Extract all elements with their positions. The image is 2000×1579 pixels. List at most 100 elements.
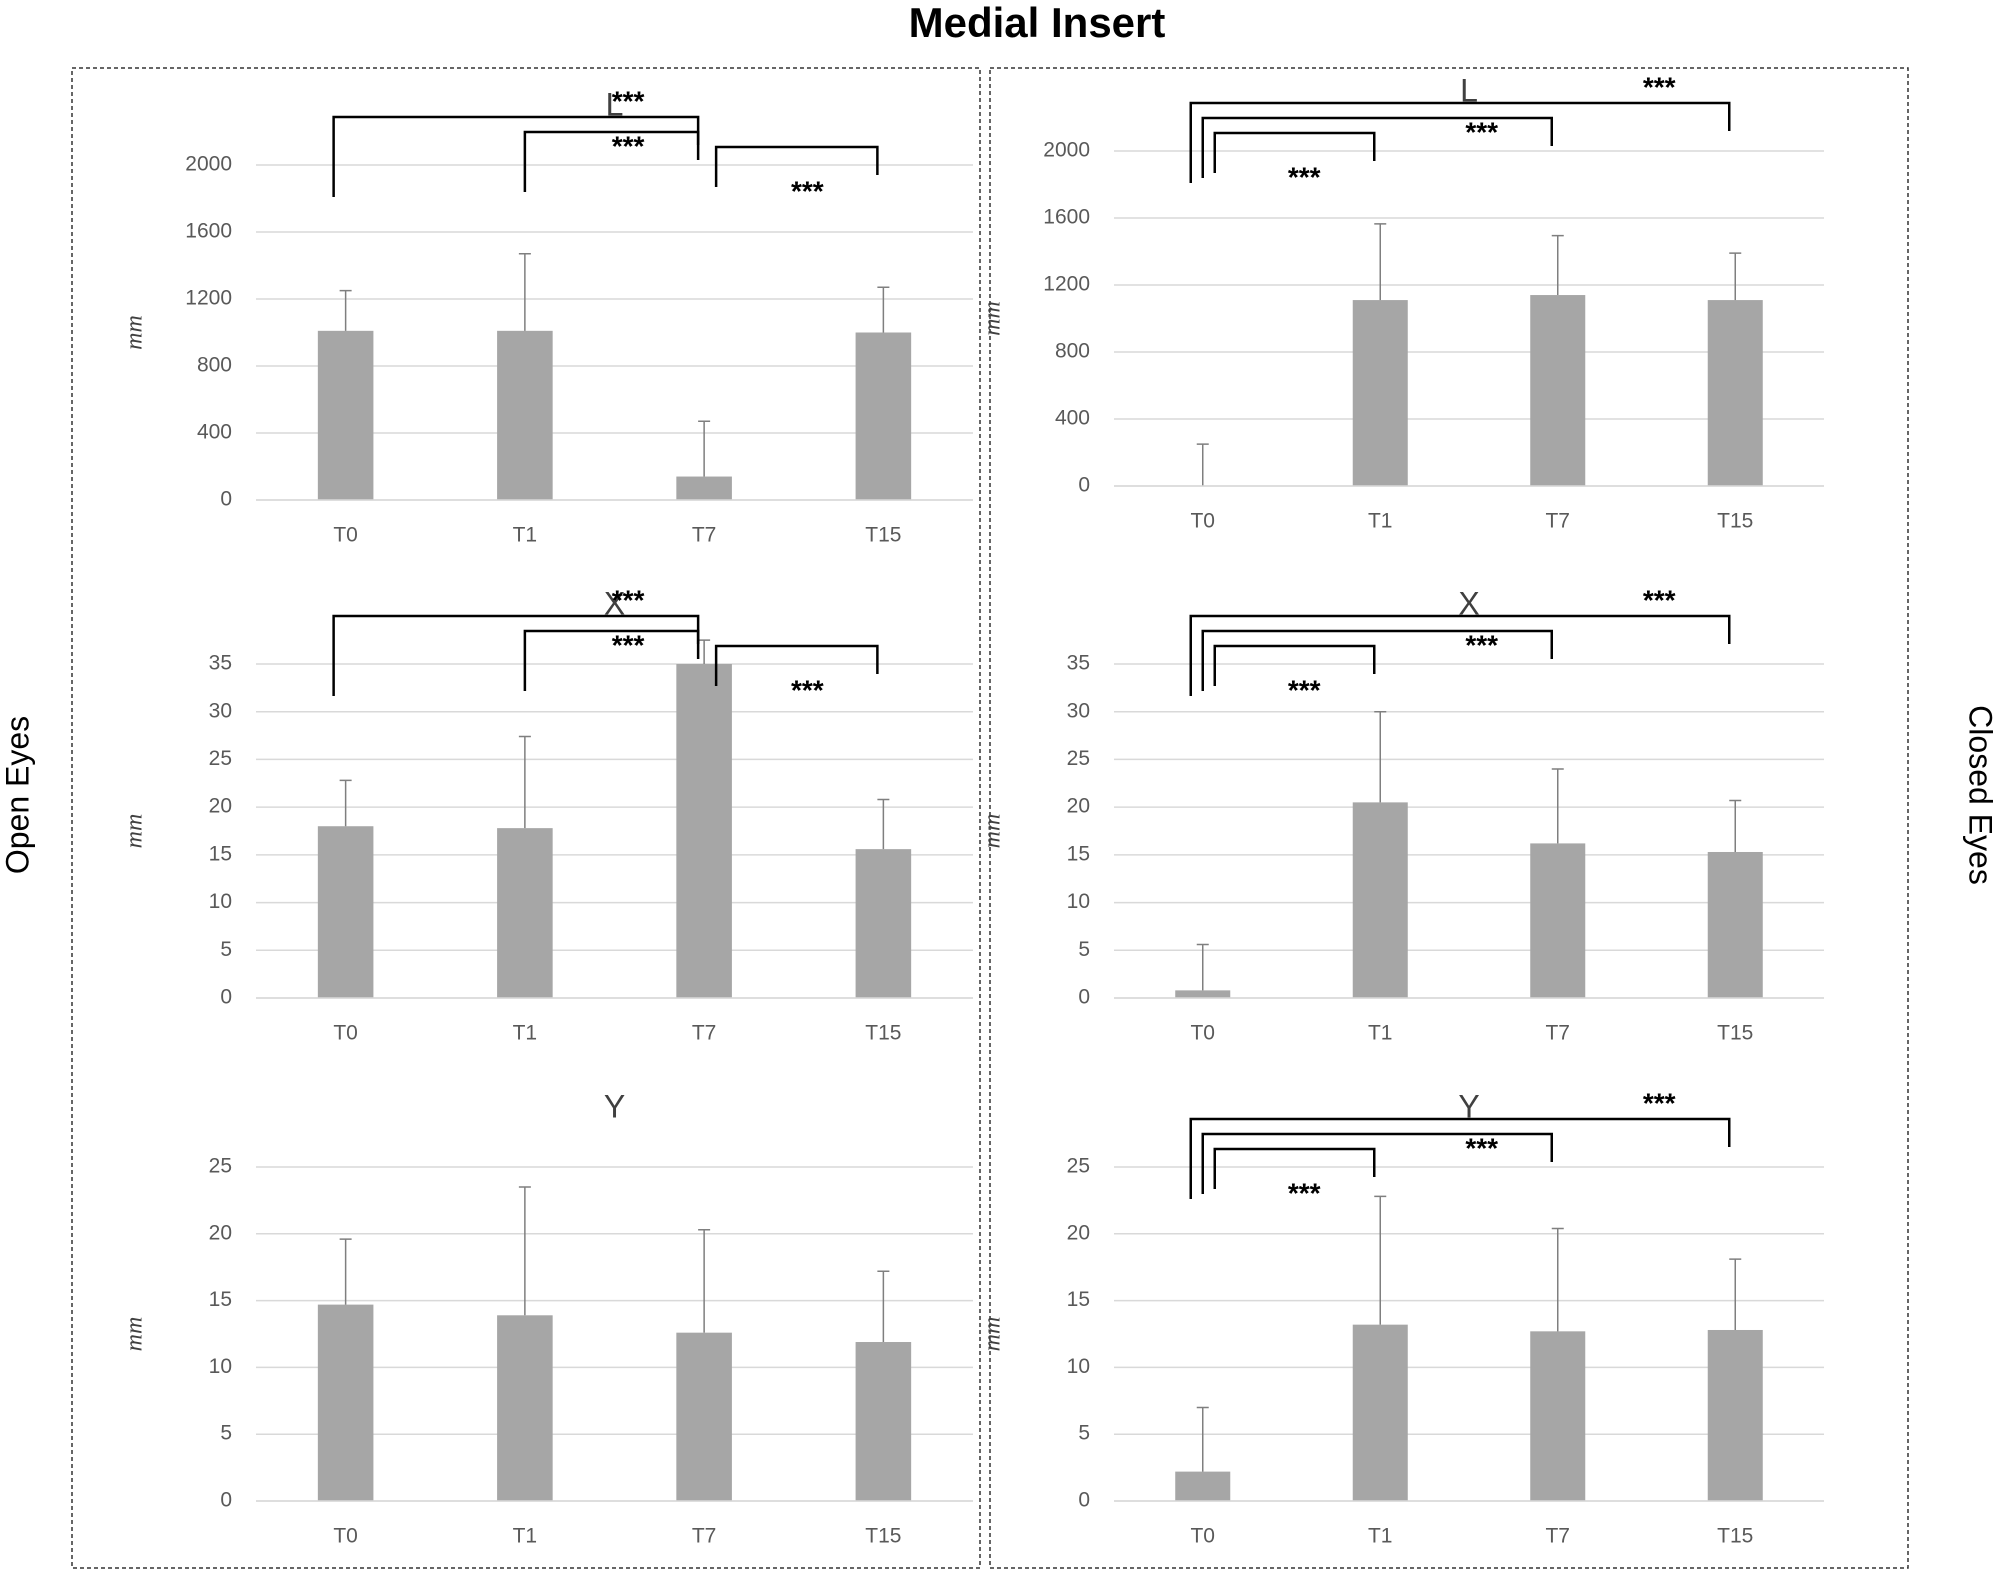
y-tick-label: 0 (1078, 986, 1090, 1009)
significance-label: *** (1288, 161, 1321, 192)
error-bar (339, 1238, 352, 1305)
x-tick-label: T0 (333, 524, 358, 547)
error-bar (1374, 710, 1387, 803)
x-tick-label: T7 (692, 524, 717, 547)
bar (1352, 802, 1408, 998)
y-tick-label: 1600 (1043, 206, 1090, 229)
bar (855, 849, 912, 998)
bar (497, 330, 553, 500)
y-tick-label: 5 (1078, 938, 1090, 961)
bar (1530, 295, 1586, 486)
significance-bracket (1213, 644, 1376, 686)
significance-label: *** (1465, 1132, 1498, 1163)
bar (1530, 1331, 1586, 1501)
significance-label: *** (1288, 1177, 1321, 1208)
y-tick-label: 1200 (185, 287, 232, 310)
x-tick-label: T7 (1545, 510, 1570, 533)
y-tick-label: 10 (1067, 1355, 1090, 1378)
y-tick-label: 10 (209, 890, 232, 913)
y-tick-label: 20 (209, 795, 232, 818)
error-bar (1729, 1258, 1742, 1330)
y-axis-label: mm (980, 1317, 1006, 1352)
y-tick-label: 1200 (1043, 273, 1090, 296)
significance-bracket (1213, 131, 1376, 173)
panel-frame (989, 67, 1909, 1569)
significance-bracket (1201, 629, 1553, 691)
x-tick-label: T0 (1190, 1022, 1215, 1045)
bar (1530, 843, 1586, 998)
error-bar (877, 798, 890, 850)
error-bar (1374, 1195, 1387, 1325)
error-bar (518, 1186, 531, 1316)
y-tick-label: 15 (209, 842, 232, 865)
row-label: Open Eyes (0, 716, 35, 874)
y-tick-label: 10 (1067, 890, 1090, 913)
bar (676, 664, 732, 998)
y-tick-label: 20 (1067, 795, 1090, 818)
chart-title: L (606, 86, 624, 122)
x-tick-label: T15 (1717, 510, 1753, 533)
bar (1352, 300, 1408, 486)
y-tick-label: 25 (1067, 747, 1090, 770)
x-tick-label: T15 (865, 1022, 901, 1045)
significance-label: *** (612, 130, 645, 161)
error-bar (877, 286, 890, 333)
y-tick-label: 35 (1067, 652, 1090, 675)
significance-bracket (523, 629, 700, 691)
y-tick-label: 800 (197, 354, 232, 377)
x-tick-label: T1 (1368, 1525, 1393, 1548)
significance-label: *** (1465, 116, 1498, 147)
chart-title: Y (604, 1088, 625, 1124)
y-tick-label: 5 (220, 938, 232, 961)
significance-label: *** (1465, 629, 1498, 660)
error-bar (518, 735, 531, 829)
bar (1707, 851, 1763, 998)
chart-title: X (604, 585, 625, 621)
y-tick-label: 25 (1067, 1155, 1090, 1178)
error-bar (1196, 443, 1209, 486)
error-bar (698, 420, 711, 477)
error-bar (877, 1270, 890, 1343)
error-bar (698, 639, 711, 664)
bar (497, 828, 553, 998)
y-tick-label: 5 (1078, 1422, 1090, 1445)
bar (317, 330, 374, 500)
significance-label: *** (1643, 71, 1676, 102)
y-tick-label: 5 (220, 1422, 232, 1445)
x-tick-label: T1 (1368, 1022, 1393, 1045)
bar (317, 826, 374, 998)
x-tick-label: T1 (513, 1022, 538, 1045)
error-bar (339, 779, 352, 827)
bar (1175, 1471, 1231, 1501)
bar (1352, 1324, 1408, 1501)
error-bar (1729, 799, 1742, 852)
significance-label: *** (1288, 674, 1321, 705)
significance-bracket (714, 145, 879, 187)
significance-bracket (1213, 1147, 1376, 1189)
x-tick-label: T1 (1368, 510, 1393, 533)
y-tick-label: 400 (1055, 407, 1090, 430)
y-tick-label: 0 (220, 986, 232, 1009)
significance-bracket (523, 130, 700, 192)
x-tick-label: T0 (333, 1022, 358, 1045)
error-bar (1551, 234, 1564, 296)
y-tick-label: 10 (209, 1355, 232, 1378)
significance-bracket (1189, 614, 1731, 696)
y-tick-label: 15 (1067, 842, 1090, 865)
bar (676, 476, 732, 500)
x-tick-label: T7 (692, 1022, 717, 1045)
y-tick-label: 20 (209, 1221, 232, 1244)
y-axis-label: mm (122, 315, 148, 350)
significance-label: *** (791, 674, 824, 705)
x-tick-label: T0 (1190, 1525, 1215, 1548)
error-bar (698, 1229, 711, 1333)
y-axis-label: mm (122, 1317, 148, 1352)
x-tick-label: T15 (1717, 1022, 1753, 1045)
error-bar (1196, 1406, 1209, 1472)
error-bar (1374, 223, 1387, 301)
x-tick-label: T15 (865, 524, 901, 547)
figure-title: Medial Insert (909, 0, 1166, 46)
y-tick-label: 0 (220, 488, 232, 511)
y-tick-label: 0 (220, 1489, 232, 1512)
error-bar (1729, 252, 1742, 301)
